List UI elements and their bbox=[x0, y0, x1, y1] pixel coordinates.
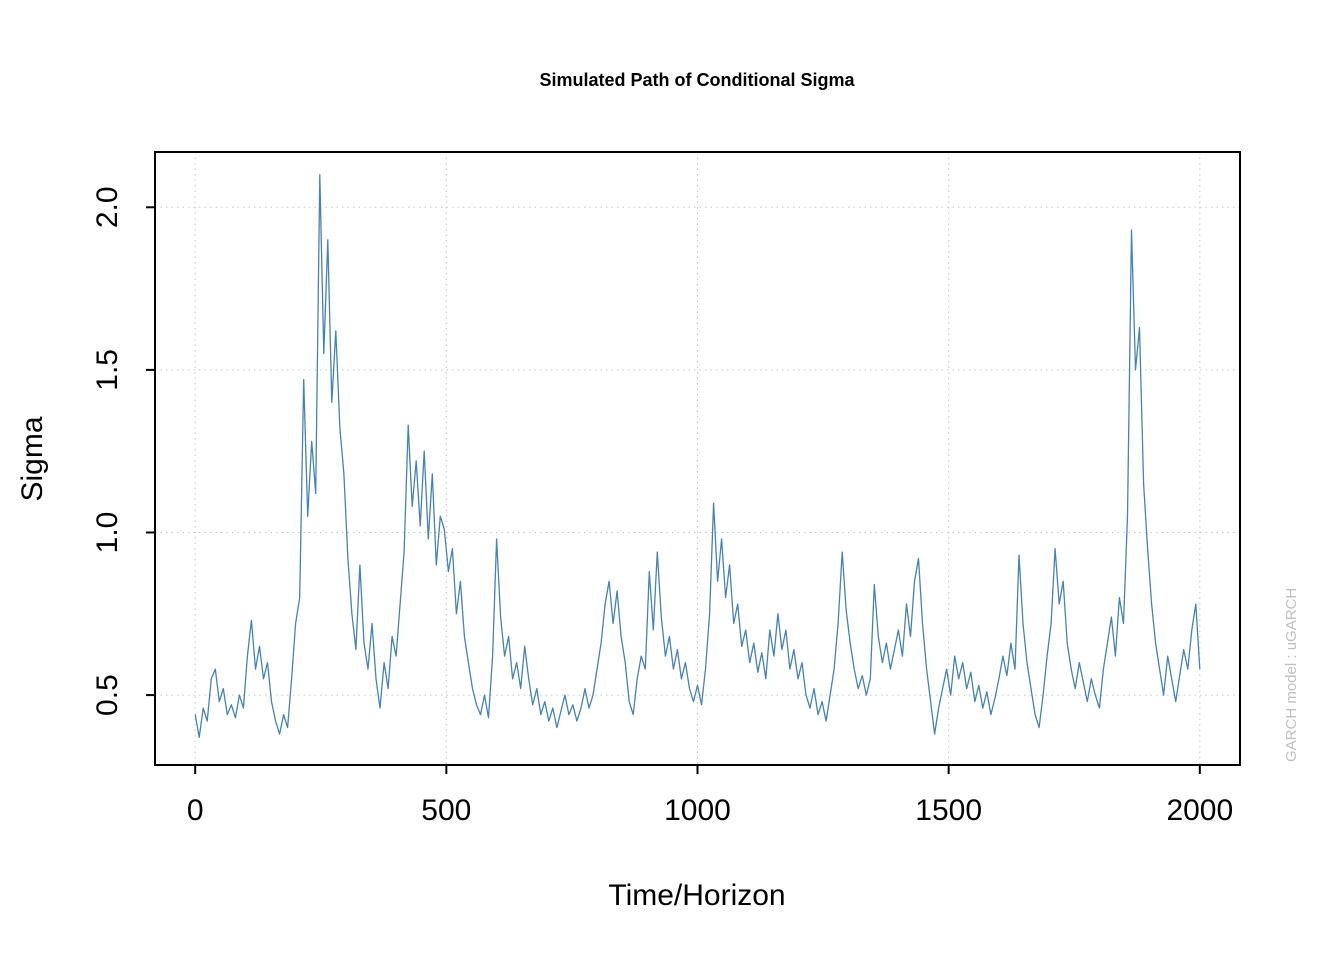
x-axis-title: Time/Horizon bbox=[608, 879, 785, 912]
y-tick-label: 2.0 bbox=[91, 186, 124, 228]
y-tick-label: 1.0 bbox=[91, 512, 124, 554]
sigma-path bbox=[194, 174, 1201, 739]
y-axis-title: Sigma bbox=[16, 416, 49, 501]
x-tick-label: 500 bbox=[421, 794, 471, 827]
x-tick-label: 0 bbox=[187, 794, 204, 827]
x-tick-label: 2000 bbox=[1166, 794, 1233, 827]
y-tick-label: 0.5 bbox=[91, 674, 124, 716]
x-tick-label: 1000 bbox=[664, 794, 731, 827]
x-tick-label: 1500 bbox=[915, 794, 982, 827]
axis-ticks: 0 500 1000 1500 2000 0.5 1.0 1.5 2.0 bbox=[91, 186, 1233, 827]
watermark-text: GARCH model : uGARCH bbox=[1283, 588, 1300, 762]
y-tick-label: 1.5 bbox=[91, 349, 124, 391]
chart-title: Simulated Path of Conditional Sigma bbox=[539, 70, 855, 90]
sigma-series-line bbox=[194, 174, 1201, 739]
